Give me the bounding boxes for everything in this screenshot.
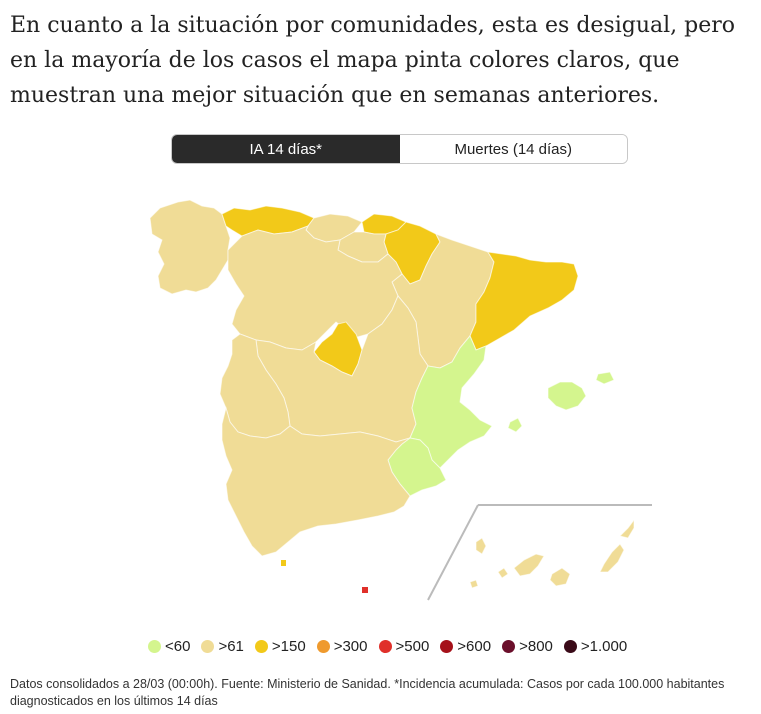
- metric-tabs: IA 14 días* Muertes (14 días): [171, 134, 628, 164]
- region-ceuta[interactable]: [281, 560, 286, 566]
- legend-swatch: [201, 640, 215, 653]
- legend-item: >61: [201, 638, 244, 655]
- legend: <60 >61 >150 >300 >500 >600 >800 >1.000: [148, 638, 638, 655]
- legend-item: >500: [378, 638, 430, 655]
- legend-label: >150: [271, 638, 306, 655]
- legend-label: >61: [218, 638, 244, 655]
- legend-swatch: [440, 640, 454, 653]
- legend-label: >1.000: [580, 638, 628, 655]
- footnote: Datos consolidados a 28/03 (00:00h). Fue…: [10, 677, 725, 708]
- intro-paragraph: En cuanto a la situación por comunidades…: [10, 13, 736, 108]
- legend-swatch: [378, 640, 392, 653]
- legend-item: >150: [254, 638, 306, 655]
- legend-swatch: [563, 640, 577, 653]
- region-canarias-lagomera[interactable]: [497, 567, 509, 579]
- legend-label: <60: [165, 638, 191, 655]
- region-illes-balears[interactable]: [547, 381, 587, 411]
- spain-map: [149, 199, 652, 601]
- region-galicia[interactable]: [149, 199, 231, 295]
- legend-label: >300: [333, 638, 368, 655]
- region-canarias-lapalma[interactable]: [475, 537, 487, 555]
- region-canarias-tenerife[interactable]: [513, 553, 545, 577]
- legend-label: >800: [519, 638, 553, 655]
- region-menorca[interactable]: [595, 371, 615, 385]
- legend-swatch: [254, 640, 268, 653]
- region-melilla[interactable]: [362, 587, 368, 593]
- legend-swatch: [316, 640, 330, 653]
- region-ibiza[interactable]: [507, 417, 523, 433]
- legend-label: >500: [395, 638, 430, 655]
- tab-muertes-14-dias[interactable]: Muertes (14 días): [399, 135, 627, 163]
- region-canarias-fuerteventura[interactable]: [599, 543, 625, 573]
- legend-swatch: [502, 640, 516, 653]
- region-comunitat-valenciana[interactable]: [409, 335, 493, 469]
- legend-item: >600: [440, 638, 491, 655]
- legend-item: <60: [148, 638, 190, 655]
- legend-item: >1.000: [563, 638, 628, 655]
- region-andalucía[interactable]: [221, 406, 411, 557]
- canarias-divider-slant: [427, 504, 479, 601]
- legend-item: >300: [316, 638, 368, 655]
- region-canarias-elhierro[interactable]: [469, 579, 479, 589]
- legend-item: >800: [502, 638, 553, 655]
- region-cataluña[interactable]: [469, 251, 579, 351]
- tab-ia-14-dias[interactable]: IA 14 días*: [172, 135, 400, 163]
- legend-label: >600: [457, 638, 492, 655]
- region-canarias-lanzarote[interactable]: [619, 518, 635, 539]
- legend-swatch: [148, 640, 161, 653]
- region-canarias-grancanaria[interactable]: [549, 567, 571, 587]
